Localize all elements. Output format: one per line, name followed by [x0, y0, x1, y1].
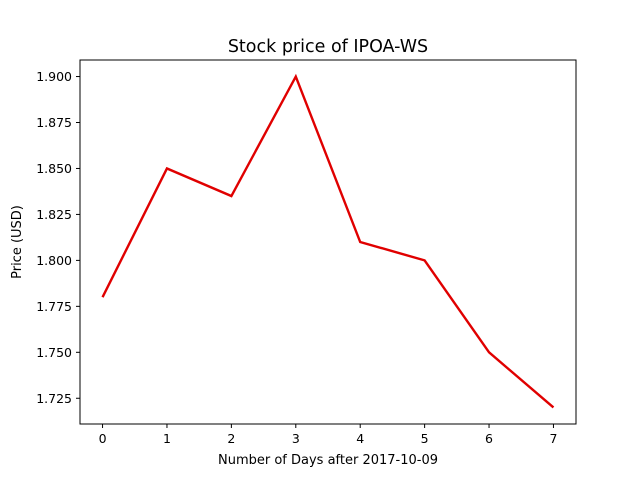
x-axis: 0 1 2 3 4 5 6 7: [99, 424, 557, 446]
series-line-0: [101, 73, 555, 409]
x-tick-label: 4: [356, 431, 364, 446]
x-axis-label: Number of Days after 2017-10-09: [218, 453, 438, 468]
series-layer: [101, 73, 555, 409]
x-tick-label: 7: [549, 431, 557, 446]
y-tick-label: 1.775: [36, 299, 72, 314]
x-tick-label: 2: [227, 431, 235, 446]
y-tick-label: 1.850: [36, 161, 72, 176]
y-tick-label: 1.875: [36, 115, 72, 130]
y-tick-label: 1.900: [36, 69, 72, 84]
y-tick-label: 1.725: [36, 391, 72, 406]
chart-title: Stock price of IPOA-WS: [228, 37, 428, 57]
x-tick-label: 6: [485, 431, 493, 446]
y-tick-label: 1.825: [36, 207, 72, 222]
y-tick-label: 1.750: [36, 345, 72, 360]
y-tick-label: 1.800: [36, 253, 72, 268]
x-tick-label: 1: [163, 431, 171, 446]
y-axis: 1.725 1.750 1.775 1.800 1.825 1.850 1.875 1.900: [36, 69, 80, 406]
x-tick-label: 5: [421, 431, 429, 446]
plot-area-frame: [79, 59, 577, 425]
y-axis-label: Price (USD): [10, 205, 25, 279]
x-tick-label: 3: [292, 431, 300, 446]
x-tick-label: 0: [99, 431, 107, 446]
